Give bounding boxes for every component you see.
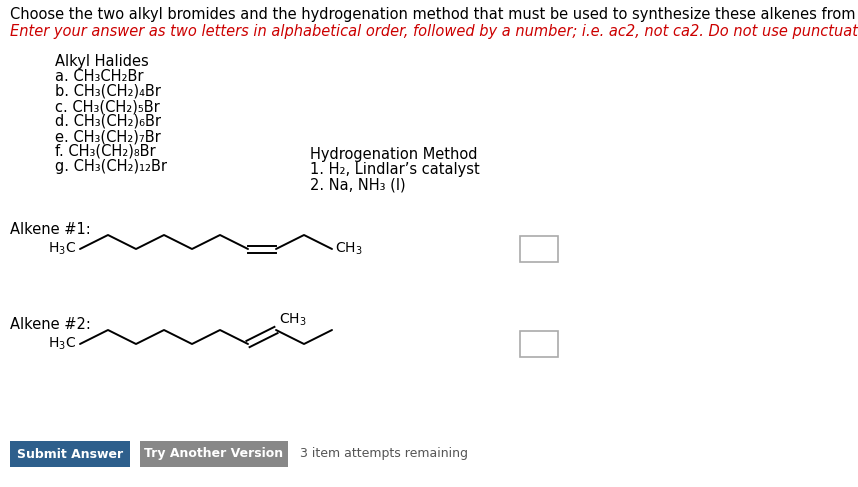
Text: f. CH₃(CH₂)₈Br: f. CH₃(CH₂)₈Br [55, 144, 155, 159]
FancyBboxPatch shape [10, 441, 130, 467]
Text: CH$_3$: CH$_3$ [335, 241, 363, 257]
Text: c. CH₃(CH₂)₅Br: c. CH₃(CH₂)₅Br [55, 99, 160, 114]
Text: Choose the two alkyl bromides and the hydrogenation method that must be used to : Choose the two alkyl bromides and the hy… [10, 7, 858, 22]
Text: Alkene #1:: Alkene #1: [10, 222, 91, 237]
Text: b. CH₃(CH₂)₄Br: b. CH₃(CH₂)₄Br [55, 84, 161, 99]
Text: d. CH₃(CH₂)₆Br: d. CH₃(CH₂)₆Br [55, 114, 161, 129]
Text: Submit Answer: Submit Answer [17, 448, 123, 461]
Text: CH$_3$: CH$_3$ [279, 312, 306, 328]
Text: Enter your answer as two letters in alphabetical order, followed by a number; i.: Enter your answer as two letters in alph… [10, 24, 858, 39]
Text: H$_3$C: H$_3$C [48, 336, 76, 352]
Text: e. CH₃(CH₂)₇Br: e. CH₃(CH₂)₇Br [55, 129, 160, 144]
Text: a. CH₃CH₂Br: a. CH₃CH₂Br [55, 69, 143, 84]
FancyBboxPatch shape [520, 236, 558, 262]
Text: Hydrogenation Method: Hydrogenation Method [310, 147, 478, 162]
Text: H$_3$C: H$_3$C [48, 241, 76, 257]
Text: Alkene #2:: Alkene #2: [10, 317, 91, 332]
Text: 1. H₂, Lindlar’s catalyst: 1. H₂, Lindlar’s catalyst [310, 162, 480, 177]
Text: g. CH₃(CH₂)₁₂Br: g. CH₃(CH₂)₁₂Br [55, 159, 167, 174]
FancyBboxPatch shape [140, 441, 288, 467]
Text: Alkyl Halides: Alkyl Halides [55, 54, 148, 69]
FancyBboxPatch shape [520, 331, 558, 357]
Text: Try Another Version: Try Another Version [144, 448, 283, 461]
Text: 3 item attempts remaining: 3 item attempts remaining [300, 448, 468, 461]
Text: 2. Na, NH₃ (l): 2. Na, NH₃ (l) [310, 177, 406, 192]
